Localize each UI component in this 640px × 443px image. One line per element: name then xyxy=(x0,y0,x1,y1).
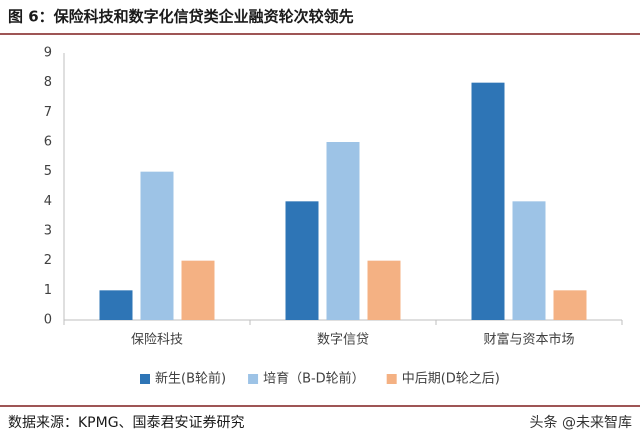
x-tick-label: 保险科技 xyxy=(131,333,183,348)
y-tick-label: 7 xyxy=(44,105,52,120)
y-tick-label: 1 xyxy=(44,283,52,298)
y-tick-label: 6 xyxy=(44,135,52,150)
bar xyxy=(471,82,505,321)
bar xyxy=(367,260,401,320)
y-tick-label: 2 xyxy=(44,253,52,268)
bar xyxy=(181,260,215,320)
bar xyxy=(99,290,133,320)
legend-label: 新生(B轮前) xyxy=(155,371,226,387)
y-tick-label: 8 xyxy=(44,75,52,90)
watermark: 头条 @未来智库 xyxy=(530,414,632,431)
chart-title: 图 6：保险科技和数字化信贷类企业融资轮次较领先 xyxy=(8,8,354,26)
x-tick-label: 财富与资本市场 xyxy=(483,332,574,348)
x-tick-label: 数字信贷 xyxy=(317,333,369,348)
legend-swatch xyxy=(140,374,150,384)
legend-swatch xyxy=(386,374,397,384)
legend-label: 培育（B-D轮前） xyxy=(263,371,365,387)
bar xyxy=(285,201,319,320)
bar xyxy=(553,290,587,320)
y-tick-label: 5 xyxy=(44,164,52,179)
bar xyxy=(512,201,546,320)
legend-label: 中后期(D轮之后) xyxy=(402,372,500,387)
legend-swatch xyxy=(248,374,259,384)
bar xyxy=(326,142,360,320)
y-tick-label: 4 xyxy=(44,194,52,209)
y-tick-label: 9 xyxy=(44,46,52,61)
y-tick-label: 0 xyxy=(44,313,52,328)
bar xyxy=(140,171,174,320)
y-tick-label: 3 xyxy=(44,224,52,239)
source-note: 数据来源：KPMG、国泰君安证券研究 xyxy=(8,415,245,431)
